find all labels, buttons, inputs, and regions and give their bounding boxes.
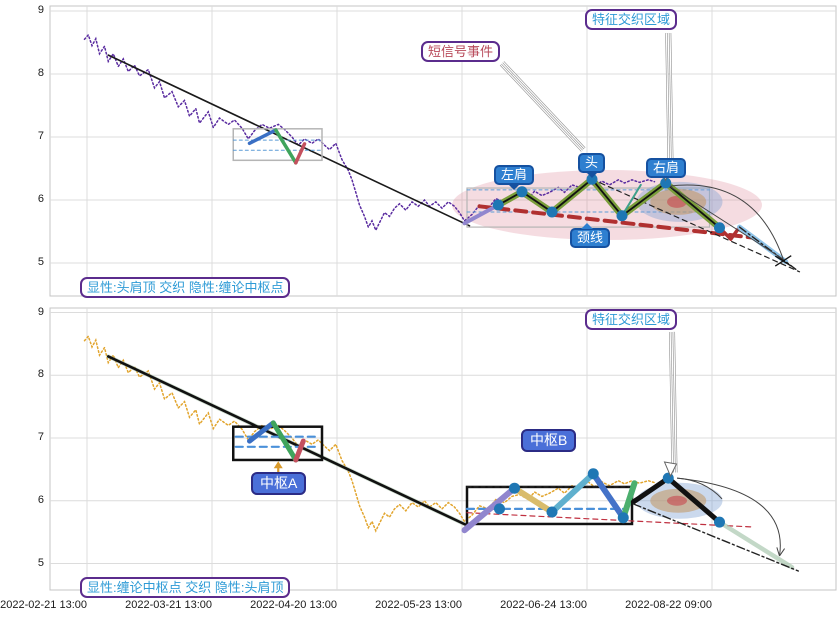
- head-pointer: [585, 172, 598, 178]
- mini-zigzag-rebound: [294, 142, 307, 165]
- breakdown-dashdot: [632, 503, 799, 572]
- x-tick-label: 2022-08-22 09:00: [625, 599, 712, 611]
- y-tick-label: 7: [37, 431, 44, 443]
- right-shoulder-text: 右肩: [653, 160, 680, 175]
- y-tick-label: 8: [37, 368, 44, 381]
- explicit-chan-pivot-price-series: [83, 334, 656, 533]
- chan-seg-2: [511, 485, 555, 515]
- neckline-pointer: [581, 223, 594, 229]
- left-shoulder-label: 左肩: [494, 165, 535, 190]
- neckline-label: 颈线: [570, 223, 611, 248]
- y-tick-label: 9: [37, 4, 44, 16]
- pivot-b-red-dash: [466, 512, 756, 528]
- neckline-text: 颈线: [577, 230, 604, 245]
- y-tick-label: 7: [37, 130, 44, 142]
- pivot-dots: [492, 199, 504, 211]
- pivot-a-zigzag-rebound: [293, 438, 306, 463]
- left-shoulder-text: 左肩: [501, 167, 528, 182]
- pivot-b-box: [465, 485, 634, 526]
- pivot-dots: [617, 512, 629, 524]
- explicit-head-shoulders-price-series: [83, 33, 656, 233]
- target-arc-head: [776, 547, 780, 557]
- pivot-dots: [714, 222, 725, 234]
- x-tick-label: 2022-06-24 13:00: [500, 599, 587, 611]
- head-text: 头: [585, 155, 599, 170]
- pivot-dots: [660, 177, 672, 189]
- feature-zone-label-top: 特征交织区域: [585, 9, 678, 30]
- pivot-dots: [546, 206, 558, 218]
- x-tick-label: 2022-02-21 13:00: [0, 599, 87, 611]
- signal-event-leader: [500, 64, 583, 152]
- y-tick-label: 5: [37, 256, 44, 268]
- target-arc-upper: [669, 184, 784, 260]
- target-arc-head: [779, 548, 785, 557]
- chan-seg-5: [620, 480, 638, 521]
- feature-zone-leader: [665, 33, 670, 178]
- projection-dash: [591, 178, 801, 273]
- pivot-dots: [714, 516, 725, 528]
- signal-event-leader: [502, 61, 585, 149]
- top-panel-caption: 显性:头肩顶 交织 隐性:缠论中枢点: [80, 277, 291, 298]
- zone-arrow: [663, 461, 678, 478]
- feature-zone-leader: [669, 33, 674, 178]
- pivot-a-arrow-head: [273, 461, 283, 469]
- bottom-panel-caption: 显性:缠论中枢点 交织 隐性:头肩顶: [80, 577, 291, 598]
- mini-zigzag-down: [274, 128, 298, 165]
- y-tick-label: 9: [37, 305, 44, 318]
- target-arc: [676, 477, 781, 557]
- x-tick-label: 2022-03-21 13:00: [125, 599, 212, 611]
- right-shoulder-label: 右肩: [646, 158, 687, 178]
- feature-zone-leader: [669, 331, 674, 473]
- breakdown-x-marker: [774, 255, 792, 267]
- pivot-dots: [494, 503, 505, 515]
- chan-seg-3: [549, 470, 597, 515]
- hotspot-inner: [667, 495, 687, 506]
- pivot-dots: [546, 506, 558, 518]
- entry-segment: [462, 203, 501, 226]
- head-label: 头: [578, 153, 606, 178]
- explicit-chan-pivot-frame: [49, 307, 837, 591]
- left-shoulder-pointer: [508, 184, 520, 190]
- pivot-dots: [616, 210, 628, 222]
- pivot-a-label: 中枢A: [251, 472, 307, 495]
- feature-zone-label-bottom: 特征交织区域: [585, 309, 678, 330]
- trend-line: [107, 355, 471, 528]
- x-tick-label: 2022-05-23 13:00: [375, 599, 462, 611]
- x-tick-label: 2022-04-20 13:00: [250, 599, 337, 611]
- target-arc-short: [676, 477, 723, 500]
- pivot-dots: [662, 472, 674, 484]
- target-arc-lower: [669, 185, 784, 260]
- y-tick-label: 8: [37, 67, 44, 79]
- feature-zone-leader: [673, 331, 677, 473]
- chan-seg-1: [461, 485, 518, 534]
- y-tick-label: 6: [37, 493, 44, 506]
- mini-zigzag-up: [247, 128, 278, 146]
- mini-pivot-box: [232, 128, 323, 162]
- chan-seg-4: [590, 470, 627, 521]
- y-tick-label: 5: [37, 556, 44, 569]
- breakdown-underlay: [717, 519, 795, 570]
- pivot-a-zigzag-up: [247, 420, 276, 444]
- pivot-a-zigzag-down: [270, 420, 299, 463]
- signal-event-label: 短信号事件: [421, 41, 501, 62]
- y-tick-label: 6: [37, 193, 44, 205]
- alt-teal-segment: [621, 183, 642, 217]
- neckline-dash: [477, 204, 757, 240]
- pivot-dots: [587, 468, 599, 480]
- pivot-dots: [509, 482, 520, 494]
- pivot-b-label: 中枢B: [521, 429, 577, 452]
- breakdown-dashdot: [738, 226, 797, 270]
